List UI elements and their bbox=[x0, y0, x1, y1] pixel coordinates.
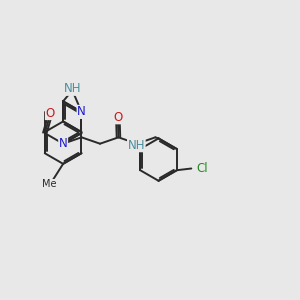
Text: N: N bbox=[59, 137, 68, 150]
Text: N: N bbox=[77, 105, 86, 119]
Text: NH: NH bbox=[128, 139, 145, 152]
Text: O: O bbox=[113, 111, 122, 124]
Text: NH: NH bbox=[64, 82, 81, 95]
Text: Me: Me bbox=[42, 179, 56, 190]
Text: Cl: Cl bbox=[196, 162, 208, 175]
Text: O: O bbox=[46, 106, 55, 119]
